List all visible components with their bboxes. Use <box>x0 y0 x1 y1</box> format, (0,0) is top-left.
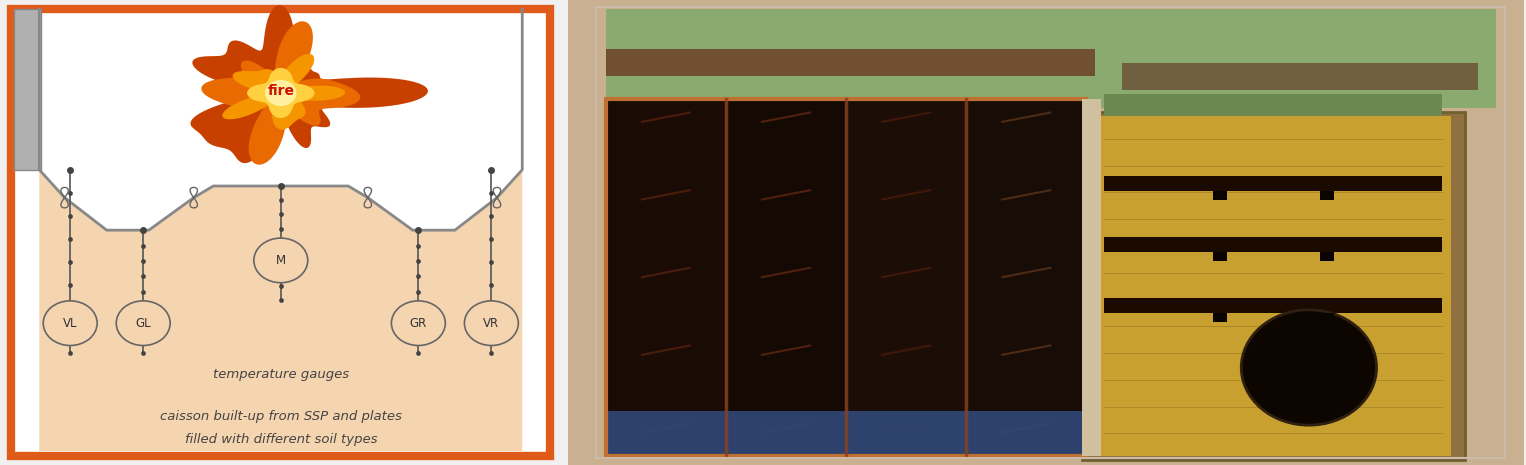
Text: temperature gauges: temperature gauges <box>212 368 349 381</box>
Polygon shape <box>201 21 360 165</box>
Text: fire: fire <box>267 84 295 98</box>
FancyBboxPatch shape <box>11 9 551 456</box>
Bar <box>606 411 1096 456</box>
Bar <box>1213 313 1227 322</box>
Bar <box>1122 63 1479 90</box>
Circle shape <box>116 301 171 345</box>
Bar <box>1105 237 1442 252</box>
Bar <box>847 99 966 456</box>
Bar <box>1082 112 1465 460</box>
Text: VL: VL <box>63 317 78 330</box>
Bar <box>966 99 1087 456</box>
Bar <box>1105 176 1442 191</box>
Bar <box>606 9 1495 107</box>
Polygon shape <box>191 5 427 163</box>
Bar <box>606 99 1087 456</box>
Text: M: M <box>276 254 285 267</box>
Text: filled with different soil types: filled with different soil types <box>185 433 377 446</box>
Bar <box>14 9 41 170</box>
Bar <box>1213 191 1227 199</box>
Polygon shape <box>266 80 296 106</box>
Bar <box>1320 191 1334 199</box>
Bar <box>1320 252 1334 260</box>
Bar <box>1320 313 1334 322</box>
Bar <box>726 99 847 456</box>
Polygon shape <box>223 54 345 130</box>
Text: GL: GL <box>136 317 151 330</box>
Ellipse shape <box>1241 310 1376 425</box>
Text: GR: GR <box>410 317 427 330</box>
Circle shape <box>464 301 519 345</box>
Bar <box>1082 99 1100 456</box>
Text: VR: VR <box>484 317 499 330</box>
Circle shape <box>391 301 446 345</box>
Text: caisson built-up from SSP and plates: caisson built-up from SSP and plates <box>160 410 401 423</box>
Polygon shape <box>247 68 314 118</box>
Circle shape <box>43 301 98 345</box>
Bar <box>1096 116 1451 456</box>
Polygon shape <box>40 9 522 451</box>
Bar <box>1105 298 1442 313</box>
Bar <box>1105 94 1442 116</box>
Bar <box>606 49 1096 76</box>
Circle shape <box>253 238 308 283</box>
Bar <box>1213 252 1227 260</box>
Bar <box>606 99 726 456</box>
Bar <box>606 99 1087 456</box>
